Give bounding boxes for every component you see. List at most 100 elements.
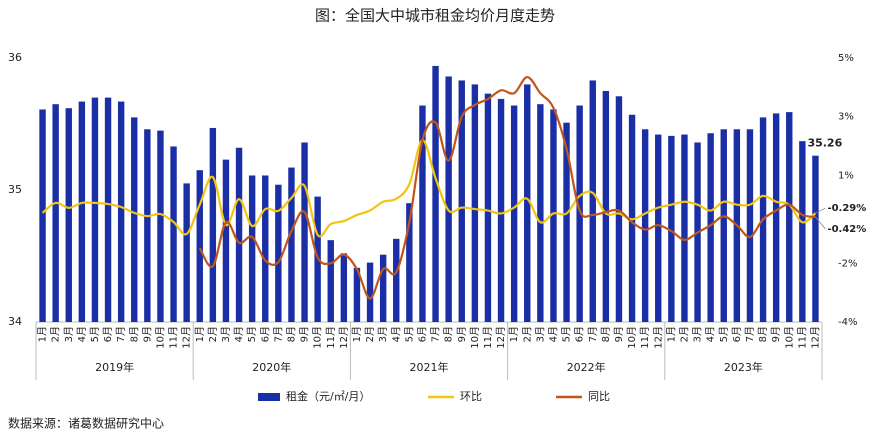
x-tick-label: 2月	[50, 326, 62, 342]
source-note: 数据来源：诸葛数据研究中心	[8, 416, 164, 431]
x-tick-label: 1月	[351, 326, 363, 342]
bar	[746, 129, 754, 322]
x-tick-label: 12月	[809, 326, 821, 349]
x-tick-label: 5月	[718, 326, 730, 342]
y2-tick-label: -2%	[838, 258, 857, 269]
legend-label: 同比	[588, 390, 610, 403]
x-tick-label: 4月	[233, 326, 245, 342]
bar	[497, 98, 505, 322]
bar	[144, 129, 151, 322]
x-tick-label: 11月	[639, 326, 651, 349]
x-tick-label: 7月	[115, 326, 127, 342]
x-tick-label: 12月	[338, 326, 350, 349]
bar	[209, 127, 217, 323]
year-label: 2023年	[724, 360, 763, 374]
x-tick-label: 5月	[246, 326, 258, 342]
year-label: 2022年	[567, 360, 606, 374]
x-tick-label: 2月	[521, 326, 533, 342]
legend-label: 租金（元/㎡/月）	[286, 389, 370, 403]
x-tick-label: 4月	[547, 326, 559, 342]
bar	[772, 113, 780, 322]
bar	[131, 117, 138, 323]
x-tick-label: 8月	[600, 326, 612, 342]
bar	[668, 135, 675, 322]
bar	[183, 183, 190, 322]
x-tick-label: 3月	[377, 326, 389, 342]
data-label: -0.29%	[827, 203, 866, 214]
bar	[786, 112, 793, 323]
x-tick-label: 9月	[456, 326, 468, 342]
bar	[353, 267, 361, 322]
x-tick-label: 8月	[443, 326, 455, 342]
bar	[641, 129, 649, 322]
x-tick-label: 10月	[312, 326, 324, 349]
bar	[248, 175, 256, 322]
y2-tick-label: -4%	[838, 317, 857, 328]
bar	[550, 109, 557, 322]
bar	[222, 159, 230, 322]
bar	[262, 175, 269, 322]
y2-tick-label: 1%	[838, 170, 854, 181]
x-tick-label: 4月	[705, 326, 717, 342]
x-tick-label: 8月	[757, 326, 769, 342]
line	[41, 139, 817, 238]
x-tick-label: 6月	[416, 326, 428, 342]
bar	[288, 167, 295, 322]
bar	[406, 203, 413, 322]
bar	[471, 84, 479, 323]
x-tick-label: 10月	[469, 326, 481, 349]
bar	[91, 97, 99, 322]
chart-title: 图：全国大中城市租金均价月度走势	[315, 7, 555, 25]
bar	[655, 134, 662, 322]
bar	[524, 84, 531, 323]
bar	[589, 80, 596, 322]
x-tick-label: 1月	[194, 326, 206, 342]
y-tick-label: 36	[8, 51, 22, 64]
line	[198, 75, 816, 300]
x-tick-label: 9月	[141, 326, 153, 342]
y-tick-label: 35	[8, 183, 22, 196]
label-leader	[815, 207, 826, 214]
bar	[681, 134, 688, 322]
x-tick-label: 3月	[534, 326, 546, 342]
bar	[799, 141, 806, 322]
x-tick-label: 11月	[325, 326, 337, 349]
bar	[379, 254, 387, 322]
x-tick-label: 9月	[770, 326, 782, 342]
x-tick-label: 9月	[613, 326, 625, 342]
legend-label: 环比	[460, 390, 482, 403]
bar	[458, 80, 465, 322]
bar	[537, 104, 544, 322]
x-tick-label: 11月	[482, 326, 494, 349]
y2-tick-label: 3%	[838, 112, 854, 123]
bar	[196, 170, 203, 322]
x-tick-label: 10月	[154, 326, 166, 349]
bar	[39, 109, 46, 322]
bar	[720, 129, 727, 322]
year-label: 2020年	[252, 360, 291, 374]
bar	[117, 101, 125, 322]
bar	[615, 96, 623, 322]
bar	[563, 122, 570, 323]
bar	[445, 76, 452, 322]
x-tick-label: 3月	[692, 326, 704, 342]
bar	[419, 105, 426, 323]
data-label: -0.42%	[827, 224, 866, 235]
x-tick-label: 6月	[102, 326, 114, 342]
x-tick-label: 5月	[403, 326, 415, 342]
x-tick-label: 12月	[495, 326, 507, 349]
x-tick-label: 7月	[587, 326, 599, 342]
bar	[576, 105, 583, 323]
x-tick-label: 6月	[259, 326, 271, 342]
bar	[340, 253, 348, 322]
y2-tick-label: 5%	[838, 53, 854, 64]
x-tick-label: 6月	[731, 326, 743, 342]
bar	[301, 142, 308, 322]
x-tick-label: 5月	[89, 326, 101, 342]
x-tick-label: 12月	[652, 326, 664, 349]
label-leader	[815, 216, 826, 230]
bar	[484, 93, 492, 322]
bar	[602, 91, 610, 322]
x-tick-label: 3月	[63, 326, 75, 342]
